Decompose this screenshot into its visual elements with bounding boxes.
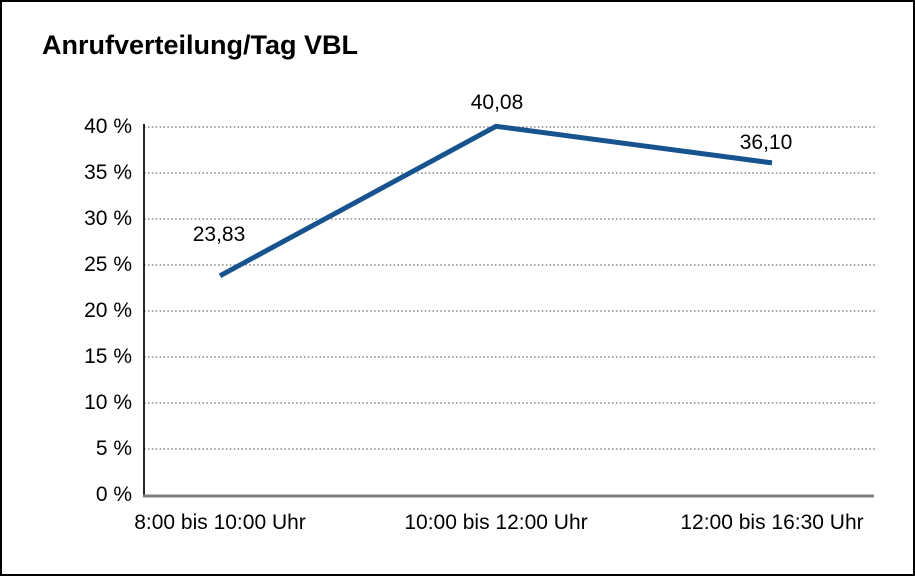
data-line [218,123,773,278]
chart-title: Anrufverteilung/Tag VBL [42,30,359,60]
